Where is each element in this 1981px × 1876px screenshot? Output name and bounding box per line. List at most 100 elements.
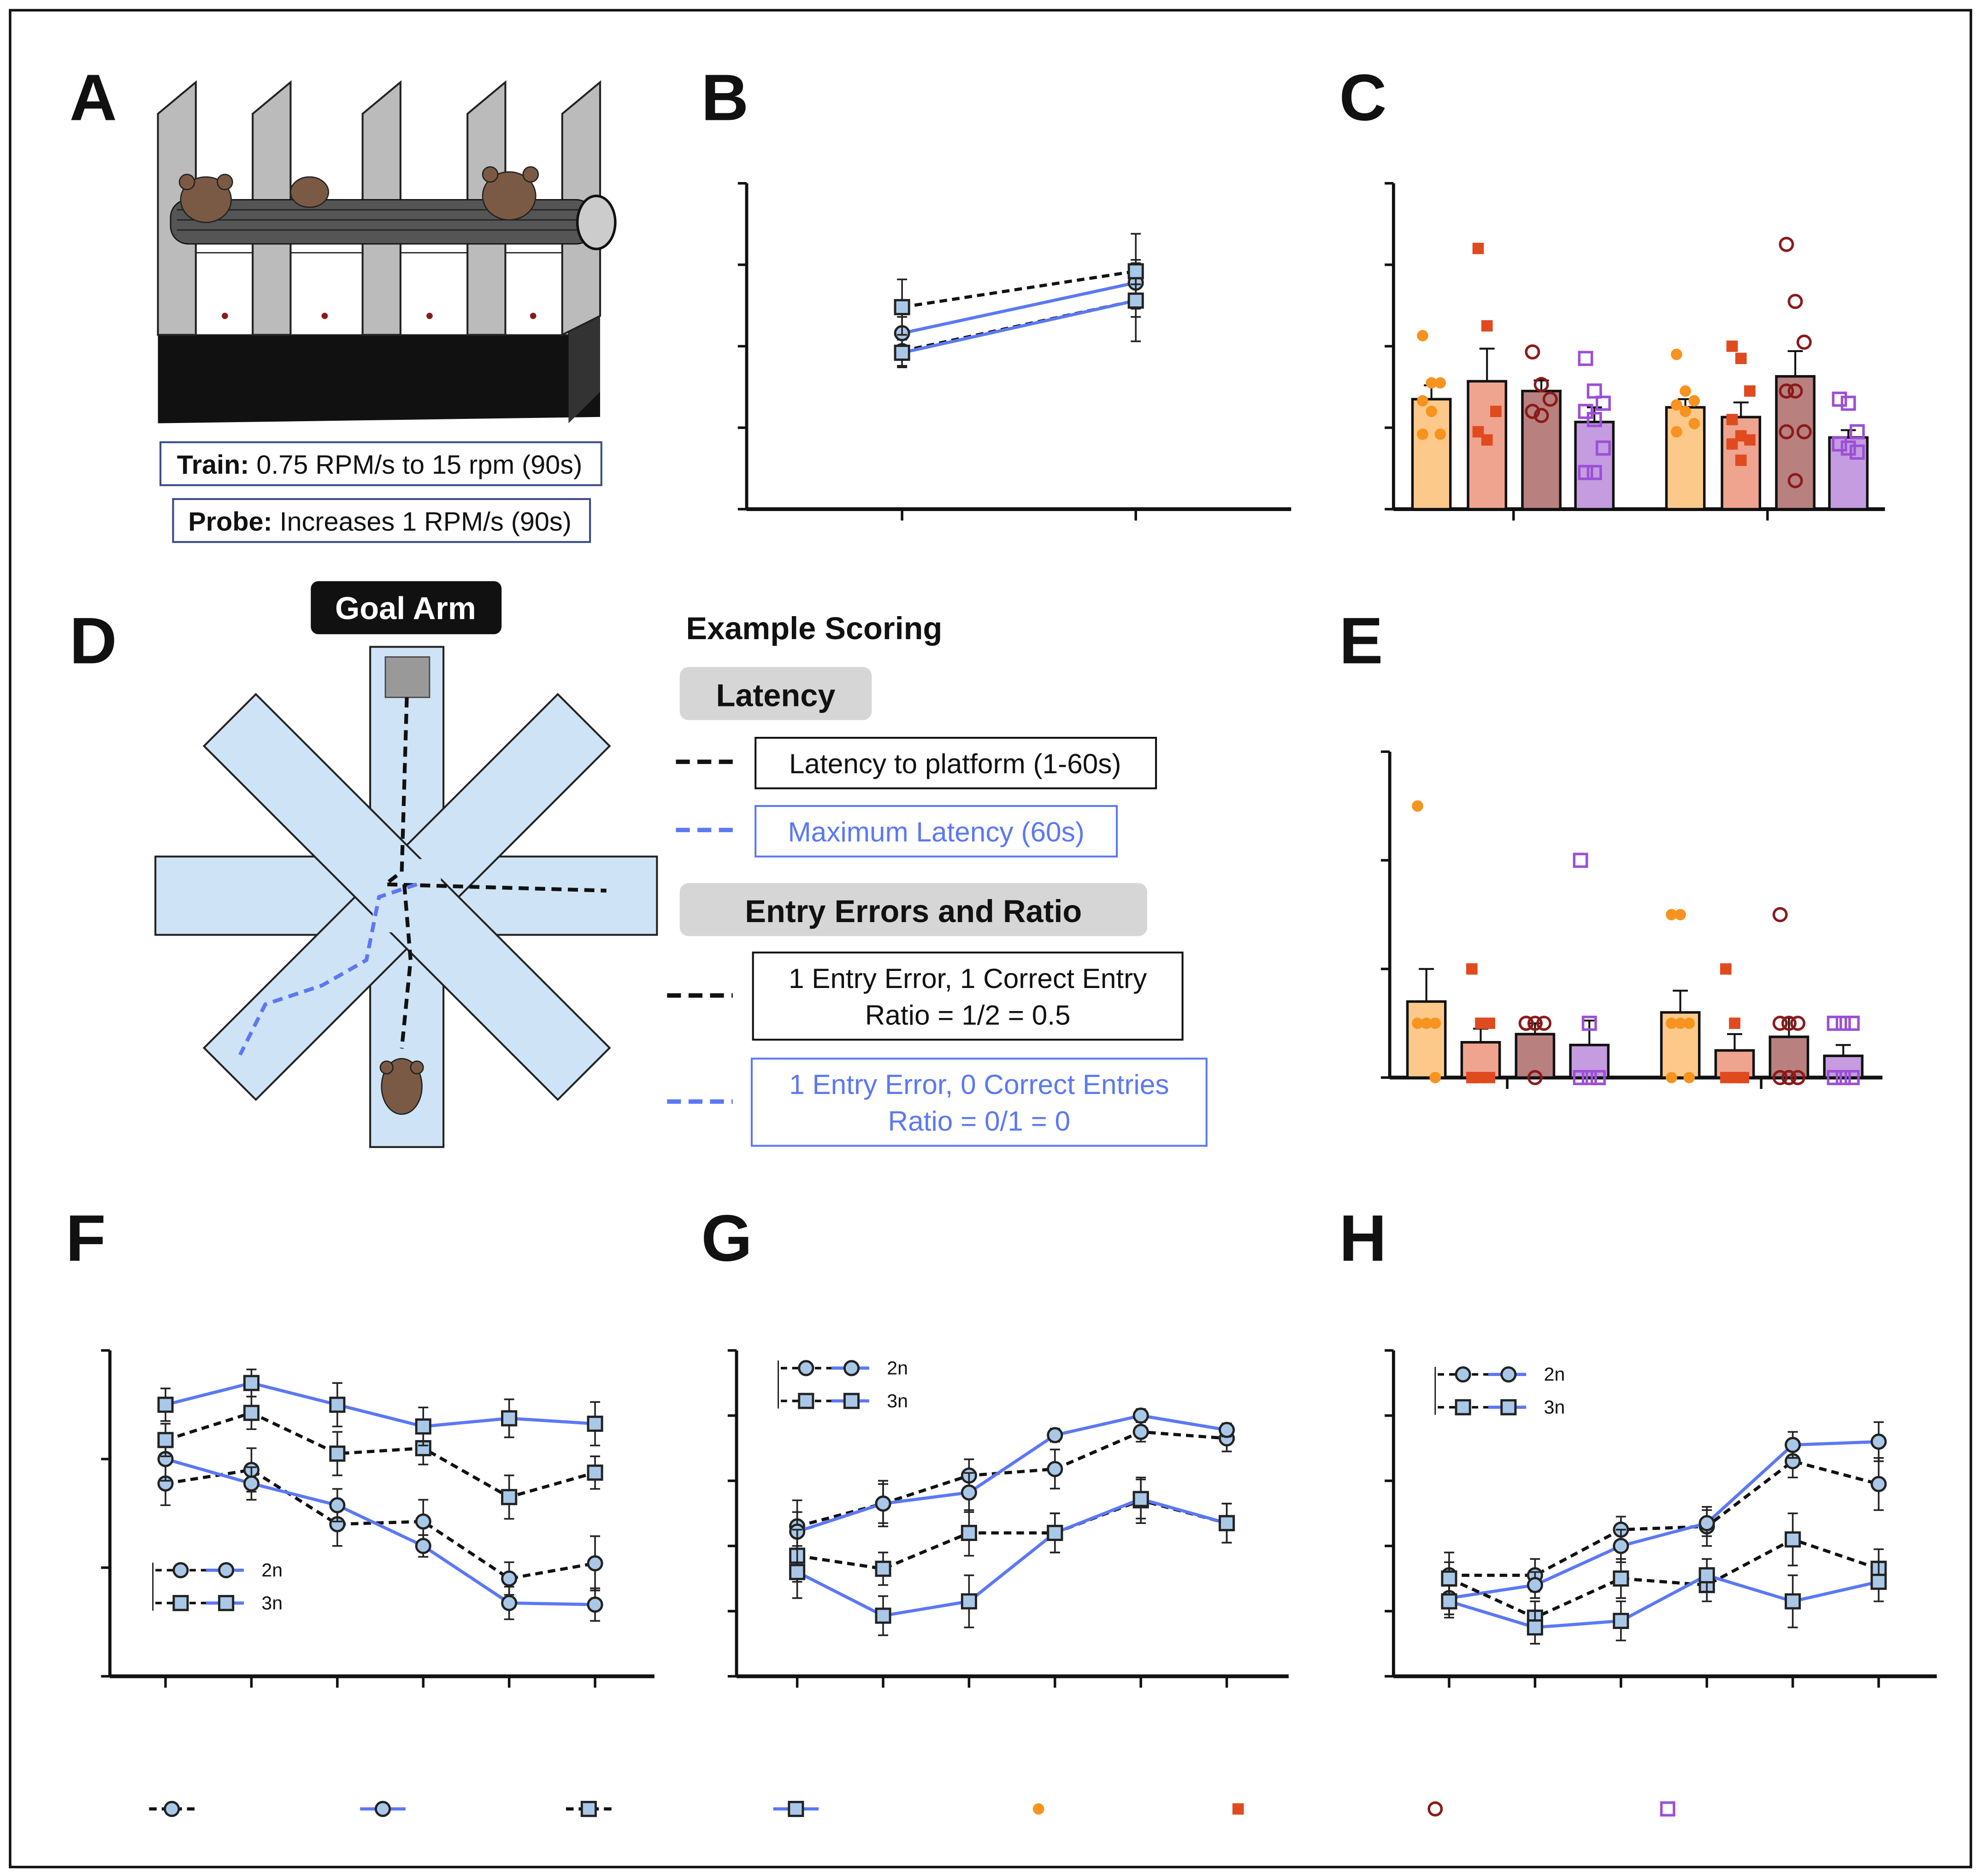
errors-black-line1: 1 Entry Error, 1 Correct Entry [789, 963, 1147, 994]
individual-point [1738, 1072, 1750, 1083]
probe-protocol-text: Probe: Increases 1 RPM/s (90s) [188, 507, 571, 537]
individual-point [1671, 426, 1682, 438]
individual-point [1683, 1072, 1695, 1083]
individual-point [1666, 1017, 1677, 1029]
data-point [1441, 1593, 1457, 1610]
latency-header-box [679, 667, 872, 720]
series-2n-male [1411, 329, 1706, 511]
series-3n-chplus [894, 283, 1144, 367]
data-point [501, 1570, 518, 1587]
data-point [789, 1564, 806, 1580]
data-point [1219, 1515, 1235, 1531]
individual-point [1542, 391, 1558, 407]
radial-arm-maze-illustration [154, 646, 658, 1148]
individual-point [1536, 1016, 1552, 1031]
data-point [1527, 1619, 1543, 1636]
individual-point [1466, 1072, 1478, 1083]
data-point [1132, 1407, 1149, 1424]
series-2n-chplus [789, 1407, 1235, 1552]
individual-point [1683, 1017, 1695, 1029]
data-point [329, 1445, 346, 1462]
series-line [902, 281, 1136, 335]
data-point [587, 1555, 603, 1572]
legend-marker-3n-chplus [218, 1595, 235, 1611]
data-point [157, 1432, 174, 1448]
individual-point [1484, 1017, 1496, 1029]
panel-label-b: B [701, 61, 749, 135]
series-line [165, 1381, 595, 1428]
example-scoring-heading: Example Scoring [686, 611, 942, 646]
individual-point [1573, 1070, 1588, 1085]
panel-label-f: F [66, 1202, 106, 1275]
data-point [875, 1560, 891, 1577]
panel-label-d: D [70, 604, 117, 677]
individual-point [1787, 383, 1803, 399]
legend-marker-3n-chn [1455, 1399, 1471, 1416]
chart-c [1385, 182, 1885, 521]
data-point [1527, 1577, 1543, 1594]
legend-marker-2n-chn [1455, 1366, 1471, 1383]
individual-point [1518, 1016, 1534, 1031]
data-point [587, 1464, 603, 1481]
series-2n-chn [789, 1421, 1235, 1553]
individual-point [1674, 1017, 1686, 1029]
errors-black-line2: Ratio = 1/2 = 0.5 [865, 999, 1071, 1030]
data-point [1613, 1570, 1629, 1587]
errors-header: Entry Errors and Ratio [745, 894, 1082, 929]
data-point [1698, 1567, 1715, 1583]
panel-label-e: E [1339, 604, 1383, 677]
individual-point [1429, 1072, 1441, 1083]
latency-header: Latency [716, 678, 836, 713]
mouse-icon [178, 166, 539, 223]
individual-point [1735, 454, 1747, 466]
data-point [1132, 1491, 1149, 1507]
legend-marker-2n-chplus [1500, 1366, 1517, 1383]
latency-black-box [755, 736, 1157, 789]
individual-point [1481, 434, 1493, 446]
individual-point [1790, 1016, 1805, 1031]
legend-marker-2n-chplus [218, 1562, 235, 1578]
data-point [1047, 1461, 1063, 1477]
latency-blue-text: Maximum Latency (60s) [788, 816, 1084, 847]
individual-point [1840, 395, 1856, 411]
individual-point [1787, 473, 1803, 488]
individual-point [1796, 424, 1812, 440]
individual-point [1666, 1072, 1677, 1083]
individual-point [1827, 1016, 1842, 1031]
individual-point [1581, 1016, 1597, 1031]
legend-marker [788, 1800, 804, 1817]
legend-label-3n: 3n [887, 1390, 908, 1411]
individual-point [1726, 438, 1738, 450]
data-point [894, 299, 910, 315]
series-line [165, 1411, 595, 1499]
chart-h: 2n 3n [1385, 1349, 1937, 1688]
data-point [875, 1495, 891, 1512]
data-point [1785, 1437, 1801, 1453]
series-3n-chplus [789, 1478, 1235, 1636]
individual-point [1729, 1017, 1740, 1029]
individual-point [1840, 440, 1856, 456]
individual-point [1586, 412, 1602, 427]
bar [1823, 1054, 1864, 1079]
panel-label-c: C [1339, 61, 1387, 135]
chart-e [1380, 750, 1883, 1089]
individual-point [1671, 348, 1682, 360]
platform-icon [384, 656, 430, 698]
data-point [875, 1607, 891, 1624]
data-point [961, 1593, 977, 1610]
individual-point [1680, 406, 1691, 418]
data-point [415, 1418, 431, 1435]
individual-point [1490, 406, 1502, 418]
data-point [1047, 1427, 1063, 1443]
data-point [1870, 1433, 1887, 1450]
individual-point [1835, 1070, 1851, 1085]
individual-point [1573, 853, 1588, 868]
individual-point [1586, 465, 1602, 480]
data-point [243, 1375, 260, 1391]
series-2n-female [1515, 907, 1810, 1085]
data-point [1785, 1593, 1801, 1610]
individual-point [1533, 408, 1549, 423]
series-line [796, 1430, 1227, 1528]
individual-point [1790, 1070, 1805, 1085]
individual-point [1735, 353, 1747, 365]
